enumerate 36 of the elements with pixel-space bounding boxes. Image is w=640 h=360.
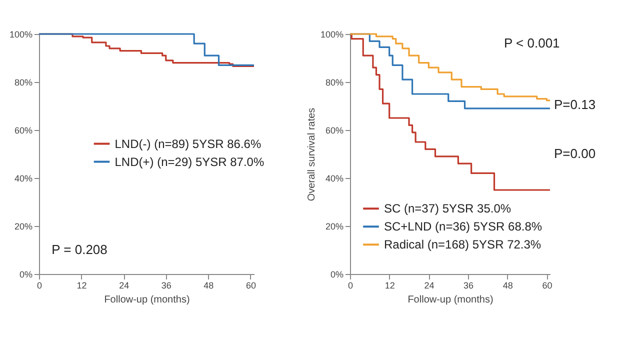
annotation: P=0.13	[554, 96, 596, 112]
x-tick-label: 0	[348, 280, 354, 290]
y-tick-label: 80%	[325, 78, 344, 88]
x-tick-label: 48	[502, 280, 513, 290]
x-tick-label: 12	[76, 280, 87, 290]
y-tick-label: 60%	[14, 126, 32, 136]
y-tick-label: 100%	[320, 30, 344, 40]
y-tick-label: 80%	[14, 78, 32, 88]
x-axis-title: Follow-up (months)	[104, 294, 190, 306]
y-tick-label: 60%	[325, 126, 344, 136]
y-tick-label: 0%	[330, 270, 344, 280]
legend-label: SC (n=37) 5YSR 35.0%	[384, 202, 512, 216]
x-tick-label: 60	[542, 280, 552, 290]
y-axis-title: Overall survival rates	[306, 108, 318, 202]
legend-label: LND(+) (n=29) 5YSR 87.0%	[114, 154, 264, 169]
y-tick-label: 40%	[325, 174, 344, 184]
y-tick-label: 0%	[19, 270, 32, 280]
legend-label: SC+LND (n=36) 5YSR 68.8%	[384, 220, 542, 234]
x-tick-label: 36	[464, 280, 474, 290]
x-tick-label: 0	[36, 280, 42, 290]
y-tick-label: 40%	[14, 174, 32, 184]
legend-label: Radical (n=168) 5YSR 72.3%	[384, 238, 542, 252]
x-axis-title: Follow-up (months)	[408, 294, 494, 306]
x-tick-label: 12	[384, 280, 395, 290]
annotation: P < 0.001	[504, 36, 560, 51]
x-tick-label: 48	[204, 280, 214, 290]
y-tick-label: 20%	[325, 222, 344, 232]
legend-label: LND(-) (n=89) 5YSR 86.6%	[114, 136, 262, 151]
annotation: P = 0.208	[52, 242, 108, 257]
y-tick-label: 100%	[9, 30, 32, 40]
y-tick-label: 20%	[14, 222, 32, 232]
x-tick-label: 24	[424, 280, 434, 290]
text: P=0.00	[554, 146, 596, 161]
x-tick-label: 60	[246, 280, 256, 290]
x-tick-label: 24	[119, 280, 130, 290]
x-tick-label: 36	[161, 280, 172, 290]
